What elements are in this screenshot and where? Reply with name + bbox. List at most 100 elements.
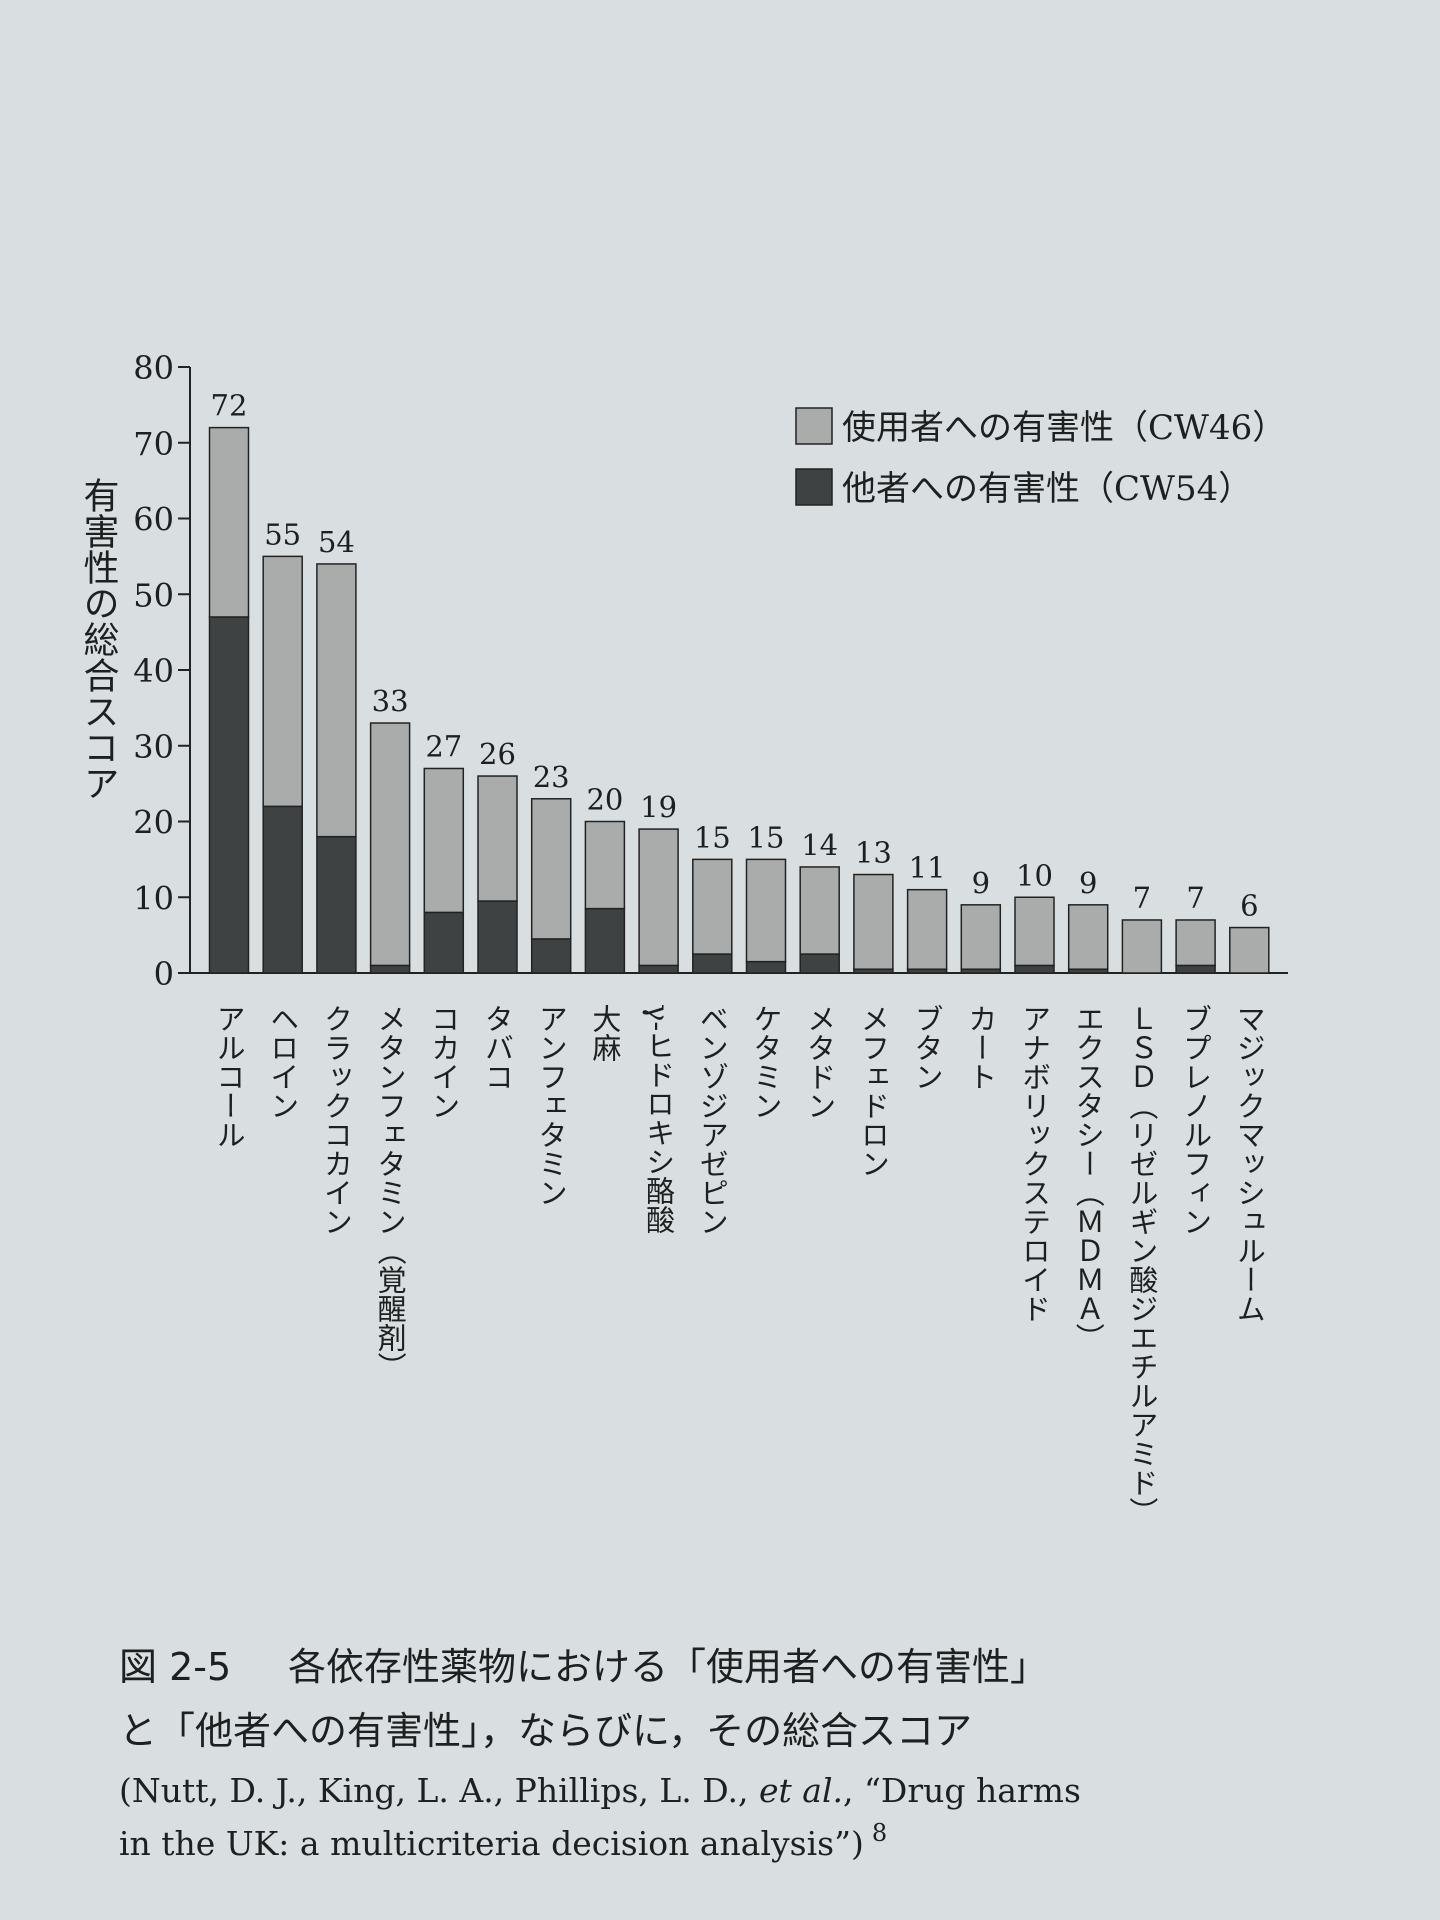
- total-label: 13: [855, 836, 892, 870]
- bar-segment: [1067, 904, 1109, 970]
- x-tick-label: カート: [964, 1004, 998, 1091]
- total-label: 15: [748, 820, 785, 854]
- bar-segment: [799, 953, 840, 974]
- citation-ref: 8: [872, 1819, 887, 1847]
- x-tick-label: タバコ: [481, 1004, 515, 1091]
- total-label: 20: [586, 783, 623, 817]
- total-label: 10: [1016, 858, 1053, 892]
- bar-segment: [1121, 919, 1163, 974]
- bar-segment: [1175, 919, 1216, 967]
- bar-segment: [692, 953, 733, 974]
- total-label: 19: [640, 790, 677, 824]
- total-label: 15: [694, 820, 731, 854]
- caption-number: 図 2-5: [119, 1645, 231, 1689]
- y-tick-label: 70: [133, 425, 174, 463]
- x-tick-label: ベンゾジアゼピン: [695, 1004, 729, 1236]
- y-tick-label: 10: [133, 879, 174, 917]
- bar-segment: [745, 960, 787, 974]
- bar-segment: [853, 873, 894, 970]
- x-tick-label: メフェドロン: [856, 1004, 890, 1178]
- bar-segment: [262, 805, 303, 974]
- x-tick-label: γ-ヒドロキシ酪酸: [642, 1004, 676, 1234]
- bar-segment: [1175, 964, 1216, 974]
- y-tick-label: 20: [133, 804, 174, 842]
- total-label: 7: [1186, 881, 1204, 915]
- x-tick-label: 大麻: [588, 1004, 622, 1062]
- x-tick-label: メタドン: [803, 1004, 837, 1120]
- x-tick-label: アンフェタミン: [534, 1004, 568, 1207]
- bar-segment: [423, 911, 465, 974]
- total-label: 33: [372, 684, 409, 718]
- bar-segment: [208, 426, 250, 618]
- total-label: 7: [1133, 881, 1151, 915]
- bar-segment: [477, 900, 518, 974]
- bar-segment: [960, 904, 1002, 970]
- x-tick-label: メタンフェタミン（覚醒剤）: [373, 1004, 407, 1381]
- x-tick-label: エクスタシー（ＭＤＭＡ）: [1071, 1004, 1105, 1352]
- total-label: 26: [479, 737, 516, 771]
- caption-title: と「他者への有害性」，ならびに，その総合スコア: [119, 1709, 972, 1753]
- x-tick-label: ブタン: [910, 1004, 944, 1091]
- citation-text: (Nutt, D. J., King, L. A., Phillips, L. …: [119, 1771, 759, 1810]
- y-axis-label: 有害性の総合スコア: [78, 477, 119, 801]
- total-label: 9: [1079, 866, 1097, 900]
- bar-segment: [369, 722, 411, 967]
- x-tick-label: ＬＳＤ（リゼルギン酸ジエチルアミド）: [1125, 1004, 1159, 1526]
- citation-text: in the UK: a multicriteria decision anal…: [119, 1824, 864, 1863]
- legend-swatch: [795, 407, 833, 445]
- x-tick-label: アルコール: [212, 1004, 246, 1149]
- x-tick-label: ヘロイン: [266, 1004, 300, 1120]
- x-tick-label: コカイン: [427, 1004, 461, 1120]
- bar-segment: [316, 563, 357, 838]
- y-tick-label: 30: [133, 728, 174, 766]
- bar-segment: [423, 767, 465, 914]
- y-tick-label: 0: [154, 955, 174, 993]
- legend-label: 他者への有害性（CW54）: [842, 469, 1252, 509]
- total-label: 54: [318, 525, 355, 559]
- x-tick-label: ケタミン: [749, 1004, 783, 1120]
- caption-title: 各依存性薬物における「使用者への有害性」: [288, 1645, 1048, 1689]
- bar-segment: [262, 555, 303, 808]
- y-tick-label: 50: [133, 576, 174, 614]
- bar-segment: [584, 820, 626, 910]
- legend-label: 使用者への有害性（CW46）: [842, 408, 1286, 448]
- bar-segment: [745, 858, 787, 963]
- x-tick-label: ブプレノルフィン: [1179, 1004, 1213, 1236]
- citation-text: , “Drug harms: [843, 1771, 1081, 1810]
- total-label: 23: [533, 760, 570, 794]
- bar-segment: [1014, 964, 1055, 974]
- citation-text: et al.: [759, 1771, 843, 1810]
- total-label: 72: [211, 389, 248, 423]
- y-tick-label: 60: [133, 501, 174, 539]
- bar-segment: [584, 907, 626, 974]
- legend-swatch: [795, 468, 833, 506]
- bar-segment: [638, 964, 679, 974]
- bar-segment: [638, 828, 679, 967]
- total-label: 55: [264, 517, 301, 551]
- bar-segment: [369, 964, 411, 974]
- y-tick-label: 40: [133, 652, 174, 690]
- x-tick-label: クラックコカイン: [319, 1004, 353, 1236]
- bar-segment: [530, 798, 572, 940]
- citation: (Nutt, D. J., King, L. A., Phillips, L. …: [119, 1771, 1081, 1810]
- bar-segment: [1229, 926, 1270, 974]
- total-label: 27: [425, 729, 462, 763]
- bar-segment: [906, 888, 948, 970]
- total-label: 9: [972, 866, 990, 900]
- total-label: 11: [909, 851, 946, 885]
- x-tick-label: アナボリックステロイド: [1018, 1004, 1052, 1323]
- citation: in the UK: a multicriteria decision anal…: [119, 1819, 887, 1863]
- bar-segment: [316, 835, 357, 974]
- y-tick-label: 80: [133, 349, 174, 387]
- bar-segment: [208, 616, 250, 974]
- bar-segment: [477, 775, 518, 902]
- total-label: 14: [801, 828, 838, 862]
- bar-segment: [692, 858, 733, 955]
- total-label: 6: [1240, 889, 1258, 923]
- bar-segment: [530, 938, 572, 974]
- bar-segment: [1014, 896, 1055, 967]
- x-tick-label: マジックマッシュルーム: [1232, 1004, 1266, 1323]
- bar-segment: [799, 866, 840, 955]
